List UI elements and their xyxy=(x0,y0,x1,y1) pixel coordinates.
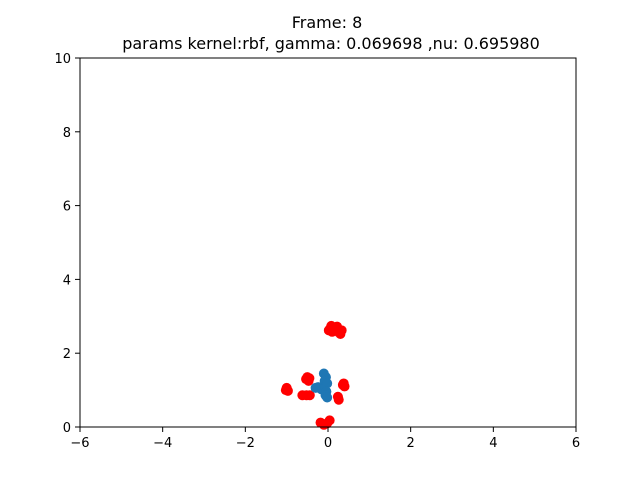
x-tick-label: 6 xyxy=(572,436,580,451)
x-axis: −6 −4 −2 0 2 4 6 xyxy=(70,427,580,451)
data-point-s0-12 xyxy=(280,385,291,396)
data-point-s0-22 xyxy=(337,379,348,390)
y-tick-label: 8 xyxy=(63,126,71,141)
data-point-s0-16 xyxy=(304,373,315,384)
chart-title: Frame: 8 xyxy=(292,13,363,32)
y-axis: 0 2 4 6 8 10 xyxy=(54,52,80,436)
x-tick-label: −2 xyxy=(236,436,255,451)
y-tick-label: 4 xyxy=(63,273,71,288)
y-tick-label: 0 xyxy=(63,421,71,436)
x-tick-label: 2 xyxy=(407,436,415,451)
data-point-s0-19 xyxy=(304,390,315,401)
data-point-s1-8 xyxy=(322,392,333,403)
data-point-s0-9 xyxy=(335,329,346,340)
x-tick-label: −6 xyxy=(70,436,89,451)
y-tick-label: 10 xyxy=(54,52,71,67)
data-point-s0-28 xyxy=(324,415,335,426)
y-tick-label: 6 xyxy=(63,200,71,215)
x-tick-label: 0 xyxy=(324,436,332,451)
chart-subtitle: params kernel:rbf, gamma: 0.069698 ,nu: … xyxy=(122,34,540,53)
data-points xyxy=(280,320,350,430)
x-tick-label: 4 xyxy=(489,436,497,451)
y-tick-label: 2 xyxy=(63,347,71,362)
data-point-s0-24 xyxy=(333,394,344,405)
x-tick-label: −4 xyxy=(153,436,172,451)
data-point-s1-9 xyxy=(310,382,321,393)
